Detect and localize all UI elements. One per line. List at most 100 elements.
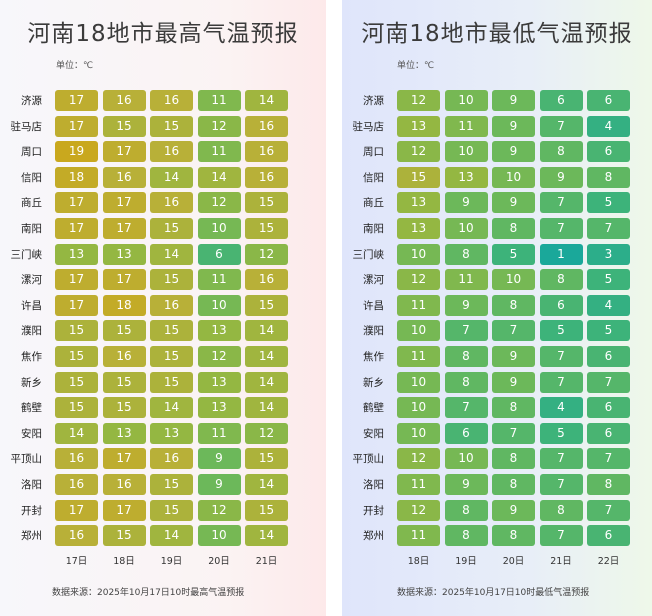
temp-cell: 10 <box>197 525 241 547</box>
temp-cell: 13 <box>102 422 146 444</box>
temp-cell: 9 <box>492 141 535 163</box>
temp-cell: 7 <box>539 346 583 367</box>
temp-cell: 14 <box>197 166 241 188</box>
temp-cell: 14 <box>150 166 193 188</box>
temp-cell: 13 <box>397 115 440 137</box>
temp-cell: 9 <box>444 294 488 316</box>
temp-cell: 16 <box>150 192 193 214</box>
temp-cell: 15 <box>102 115 146 137</box>
temp-cell: 8 <box>492 474 535 495</box>
temp-cell: 9 <box>492 371 535 393</box>
temp-cell: 10 <box>397 320 440 342</box>
temp-cell: 5 <box>539 320 583 342</box>
temp-cell: 8 <box>587 166 630 188</box>
temp-cell: 8 <box>492 294 535 316</box>
city-label: 南阳 <box>363 223 384 235</box>
temp-cell: 6 <box>587 422 630 444</box>
temp-cell: 7 <box>539 448 583 470</box>
temp-cell: 6 <box>539 90 583 111</box>
temp-cell: 15 <box>55 397 98 419</box>
temp-cell: 14 <box>245 474 288 495</box>
temp-cell: 15 <box>150 115 193 137</box>
temp-cell: 6 <box>587 90 630 111</box>
temp-cell: 14 <box>245 320 288 342</box>
temp-cell: 15 <box>102 525 146 547</box>
temp-cell: 12 <box>397 141 440 163</box>
temp-cell: 9 <box>492 115 535 137</box>
high-unit-label: 单位：℃ <box>56 61 94 71</box>
temp-cell: 3 <box>587 243 630 265</box>
temp-cell: 7 <box>444 397 488 419</box>
temp-cell: 16 <box>245 166 288 188</box>
temp-cell: 15 <box>245 294 288 316</box>
temp-cell: 16 <box>150 90 193 111</box>
temp-cell: 16 <box>55 525 98 547</box>
temp-cell: 12 <box>245 243 288 265</box>
temp-cell: 6 <box>197 243 241 265</box>
city-label: 焦作 <box>21 351 42 363</box>
city-label: 鹤壁 <box>21 402 42 415</box>
temp-cell: 9 <box>492 192 535 214</box>
temp-cell: 14 <box>150 525 193 547</box>
temp-cell: 12 <box>397 90 440 111</box>
temp-cell: 11 <box>197 141 241 163</box>
day-label: 20日 <box>208 556 230 567</box>
city-label: 郑州 <box>363 530 384 543</box>
day-label: 19日 <box>455 556 477 567</box>
temp-cell: 19 <box>55 141 98 163</box>
city-label: 洛阳 <box>363 479 384 491</box>
city-label: 许昌 <box>21 299 42 312</box>
high-source-note: 数据来源：2025年10月17日10时最高气温预报 <box>52 588 245 598</box>
temp-cell: 17 <box>55 269 98 291</box>
temp-cell: 15 <box>55 371 98 393</box>
temp-cell: 14 <box>245 397 288 419</box>
temp-cell: 16 <box>55 448 98 470</box>
temp-cell: 4 <box>587 294 630 316</box>
temp-cell: 10 <box>397 422 440 444</box>
city-label: 濮阳 <box>21 325 42 338</box>
temp-cell: 13 <box>150 422 193 444</box>
city-label: 周口 <box>363 146 384 159</box>
temp-cell: 15 <box>397 166 440 188</box>
city-label: 商丘 <box>21 197 42 210</box>
temp-cell: 8 <box>492 448 535 470</box>
city-label: 三门峡 <box>352 248 385 261</box>
temp-cell: 17 <box>102 269 146 291</box>
day-label: 21日 <box>255 556 278 567</box>
temp-cell: 12 <box>245 422 288 444</box>
temp-cell: 12 <box>197 346 241 367</box>
temp-cell: 8 <box>444 346 488 367</box>
temp-cell: 15 <box>102 397 146 419</box>
temp-cell: 9 <box>492 499 535 521</box>
temp-cell: 10 <box>397 397 440 419</box>
day-label: 22日 <box>597 556 620 567</box>
temp-cell: 16 <box>245 269 288 291</box>
city-label: 许昌 <box>363 299 384 312</box>
temp-cell: 7 <box>539 115 583 137</box>
city-label: 济源 <box>363 95 384 107</box>
temp-cell: 7 <box>539 218 583 239</box>
temp-cell: 5 <box>587 320 630 342</box>
city-label: 新乡 <box>21 376 42 389</box>
temp-cell: 16 <box>150 141 193 163</box>
city-label: 漯河 <box>21 274 42 287</box>
temp-cell: 10 <box>197 294 241 316</box>
temp-cell: 13 <box>397 192 440 214</box>
city-label: 洛阳 <box>21 479 42 491</box>
temp-cell: 14 <box>245 346 288 367</box>
temp-cell: 6 <box>587 525 630 547</box>
temp-cell: 7 <box>492 422 535 444</box>
temp-cell: 11 <box>397 346 440 367</box>
temp-cell: 17 <box>55 192 98 214</box>
temp-cell: 16 <box>150 294 193 316</box>
temp-cell: 5 <box>587 192 630 214</box>
temp-cell: 14 <box>150 397 193 419</box>
temp-cell: 17 <box>102 499 146 521</box>
temp-cell: 13 <box>197 397 241 419</box>
temp-cell: 17 <box>55 218 98 239</box>
temp-cell: 16 <box>245 115 288 137</box>
temp-cell: 14 <box>55 422 98 444</box>
temp-cell: 7 <box>444 320 488 342</box>
temp-cell: 7 <box>587 448 630 470</box>
temp-cell: 17 <box>55 499 98 521</box>
